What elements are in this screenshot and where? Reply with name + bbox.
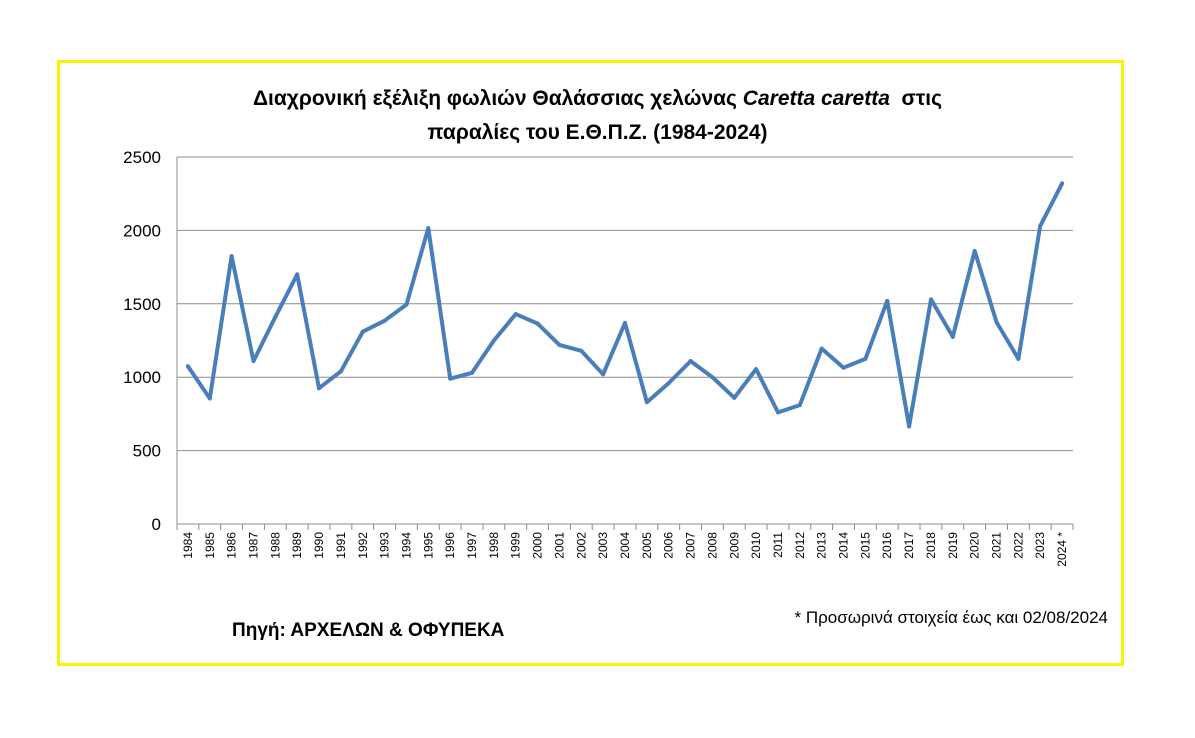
x-tick-label: 2014	[837, 532, 851, 559]
x-tick-label: 1997	[465, 532, 479, 559]
data-point	[775, 410, 780, 415]
data-point	[841, 365, 846, 370]
x-tick-label: 2002	[574, 532, 588, 559]
x-tick-label: 2009	[727, 532, 741, 559]
x-tick-label: 2003	[596, 532, 610, 559]
x-tick-label: 2010	[749, 532, 763, 559]
source-note: Πηγή: ΑΡΧΕΛΩΝ & ΟΦΥΠΕΚΑ	[232, 620, 505, 641]
data-point	[754, 367, 759, 372]
y-tick-label: 0	[152, 515, 161, 534]
x-tick-label: 1998	[487, 532, 501, 559]
x-tick-label: 1991	[334, 532, 348, 559]
x-tick-label: 2023	[1033, 532, 1047, 559]
x-tick-label: 2007	[684, 532, 698, 559]
data-point	[185, 364, 190, 369]
data-point	[885, 298, 890, 303]
x-tick-label: 1990	[312, 532, 326, 559]
data-point	[972, 248, 977, 253]
data-point	[338, 369, 343, 374]
data-point	[295, 272, 300, 277]
data-point	[623, 320, 627, 325]
x-tick-label: 1986	[225, 532, 239, 559]
x-tick-label: 2005	[640, 532, 654, 559]
x-tick-label: 2021	[990, 532, 1004, 559]
x-tick-label: 2017	[902, 532, 916, 559]
x-tick-label: 2013	[815, 532, 829, 559]
data-point	[732, 395, 737, 400]
x-tick-label: 1999	[509, 532, 523, 559]
data-point	[688, 359, 693, 364]
x-tick-label: 1988	[268, 532, 282, 559]
x-tick-label: 1985	[203, 532, 217, 559]
x-tick-label: 1993	[378, 532, 392, 559]
y-tick-label: 1500	[123, 295, 161, 314]
data-point	[1060, 181, 1065, 186]
data-point	[1016, 356, 1021, 361]
x-tick-label: 2015	[858, 532, 872, 559]
x-tick-label: 2001	[552, 532, 566, 559]
data-point	[360, 329, 365, 334]
data-point	[994, 320, 999, 325]
x-tick-label: 1996	[443, 532, 457, 559]
data-point	[579, 348, 584, 353]
x-tick-label: 1994	[399, 532, 413, 559]
x-tick-label: 1995	[421, 532, 435, 559]
data-point	[491, 338, 496, 343]
data-point	[950, 334, 955, 339]
y-tick-label: 2000	[123, 221, 161, 240]
data-point	[863, 356, 868, 361]
data-point	[513, 312, 518, 317]
title-part1: Διαχρονική εξέλιξη φωλιών Θαλάσσιας χελώ…	[252, 87, 743, 110]
x-tick-label: 1989	[290, 532, 304, 559]
data-point	[273, 315, 278, 320]
y-tick-label: 1000	[123, 368, 161, 387]
data-point	[666, 381, 671, 386]
data-point	[470, 370, 475, 375]
data-point	[448, 376, 453, 381]
title-part2: στις	[889, 87, 943, 110]
data-point	[251, 359, 256, 364]
data-point	[797, 403, 802, 408]
data-point	[404, 302, 409, 307]
data-point	[601, 372, 606, 377]
title-line2: παραλίες του Ε.Θ.Π.Ζ. (1984-2024)	[427, 121, 768, 144]
x-tick-label: 1987	[246, 532, 260, 559]
data-point	[907, 424, 912, 429]
data-point	[229, 254, 234, 259]
data-point	[928, 297, 933, 302]
data-point	[207, 396, 212, 401]
x-tick-label: 2022	[1011, 532, 1025, 559]
x-tick-label: 1992	[356, 532, 370, 559]
data-point	[317, 386, 322, 391]
x-tick-label: 2020	[968, 532, 982, 559]
data-point	[382, 318, 387, 323]
x-tick-label: 2008	[705, 532, 719, 559]
footnote: * Προσωρινά στοιχεία έως και 02/08/2024	[794, 608, 1108, 627]
data-point	[557, 342, 562, 347]
y-tick-label: 2500	[123, 148, 161, 167]
x-tick-label: 2000	[531, 532, 545, 559]
y-tick-label: 500	[133, 442, 161, 461]
x-tick-label: 2011	[771, 532, 785, 558]
data-point	[819, 346, 824, 351]
data-point	[710, 375, 715, 380]
x-tick-label: 2006	[662, 532, 676, 559]
x-tick-label: 1984	[181, 532, 195, 559]
x-tick-label: 2019	[946, 532, 960, 559]
x-tick-label: 2004	[618, 532, 632, 559]
x-tick-label: 2012	[793, 532, 807, 559]
title-species: Caretta caretta	[742, 87, 890, 110]
data-point	[535, 321, 540, 326]
chart-title: Διαχρονική εξέλιξη φωλιών Θαλάσσιας χελώ…	[0, 82, 1195, 150]
x-tick-label: 2018	[924, 532, 938, 559]
data-point	[426, 226, 431, 231]
data-point	[644, 400, 649, 405]
x-tick-label: 2016	[880, 532, 894, 559]
data-point	[1038, 223, 1043, 228]
x-tick-label: 2024 *	[1055, 532, 1069, 567]
